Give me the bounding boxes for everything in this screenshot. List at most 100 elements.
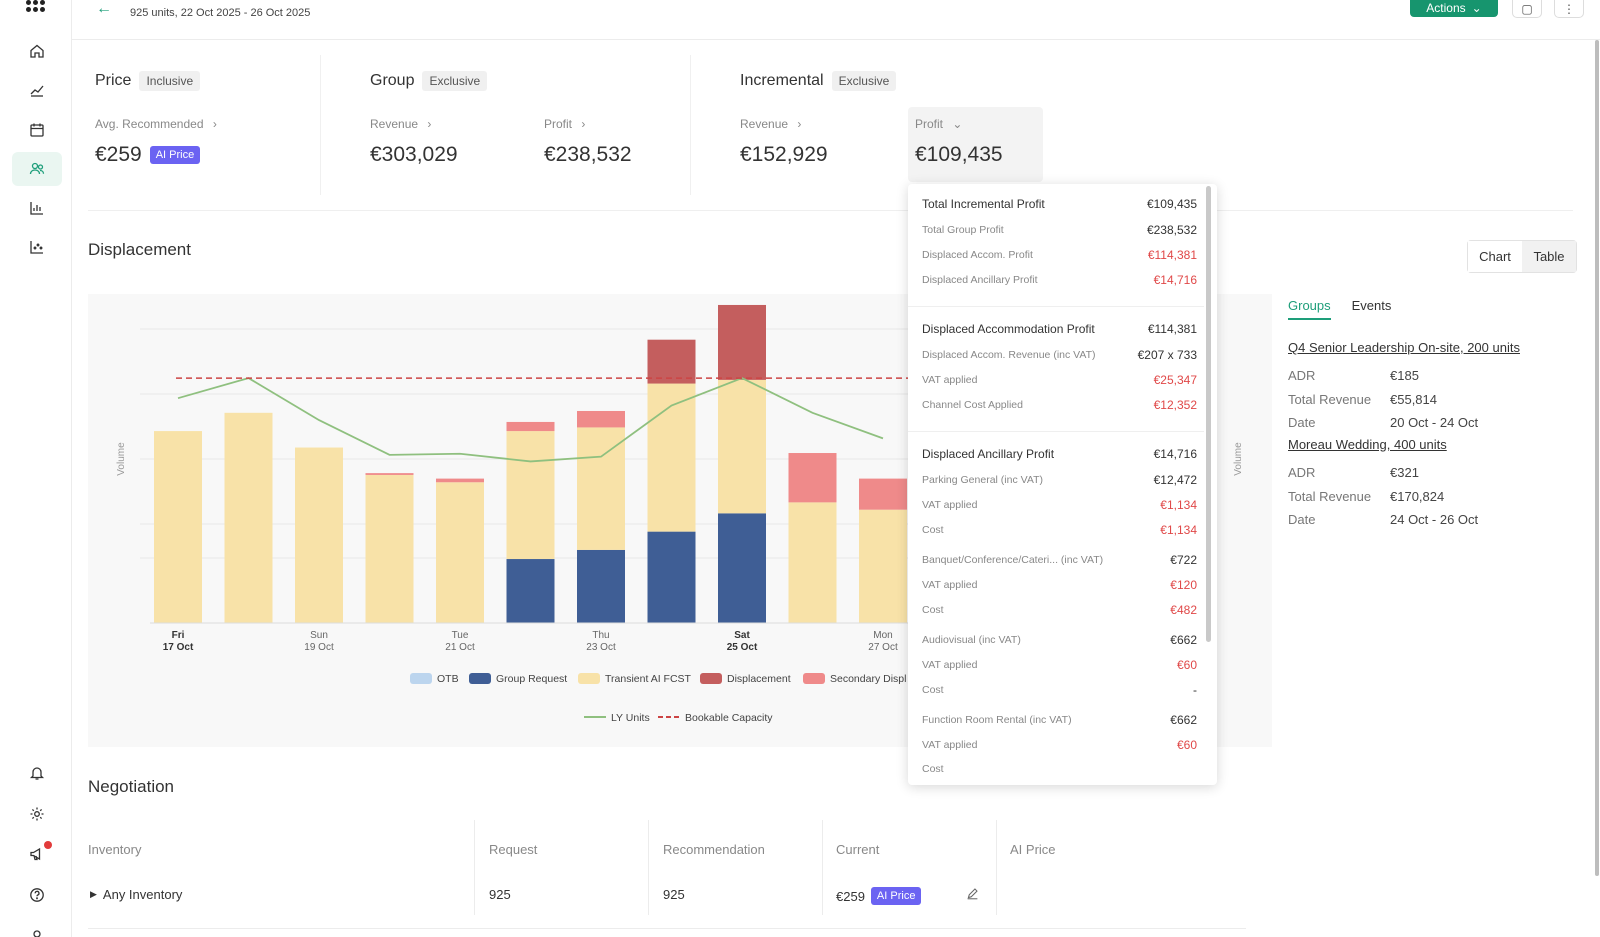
incremental-revenue-link[interactable]: Revenue ›: [740, 117, 801, 131]
incremental-title: Incremental Exclusive: [740, 71, 897, 91]
y-axis-label: Volume: [116, 442, 127, 476]
ai-price-badge: AI Price: [870, 887, 922, 905]
gear-icon[interactable]: [12, 797, 62, 831]
caret-right-icon[interactable]: ▶: [90, 889, 97, 899]
scatter-icon[interactable]: [12, 230, 62, 264]
popup-detail-row: VAT applied €120: [922, 578, 1197, 592]
user-icon[interactable]: [12, 920, 62, 937]
bar-secondary-displacement: [788, 453, 837, 503]
bar-secondary-displacement: [365, 473, 414, 475]
legend-label: LY Units: [611, 712, 650, 724]
chart-toggle[interactable]: Chart: [1468, 241, 1522, 272]
more-menu-icon[interactable]: ⋮: [1554, 0, 1584, 18]
group-title: Group Exclusive: [370, 71, 488, 91]
popup-detail-row: VAT applied €25,347: [922, 373, 1197, 387]
popup-row-label: Cost: [922, 763, 944, 775]
incremental-tag: Exclusive: [831, 71, 897, 91]
ai-price-header: AI Price: [1010, 842, 1056, 857]
popup-row-label: Displaced Accom. Revenue (inc VAT): [922, 349, 1096, 361]
inventory-cell[interactable]: ▶ Any Inventory: [90, 887, 182, 902]
column-divider: [648, 820, 649, 915]
group-tag: Exclusive: [422, 71, 488, 91]
current-value: €259: [836, 888, 865, 904]
bar-group-request: [718, 513, 766, 623]
bar-secondary-displacement: [506, 421, 555, 432]
table-bottom-border: [88, 928, 1246, 929]
bar-displacement: [718, 304, 766, 380]
popup-scrollbar[interactable]: [1206, 186, 1211, 642]
date-value: 24 Oct - 26 Oct: [1390, 512, 1479, 528]
group-name-link[interactable]: Moreau Wedding, 400 units: [1288, 437, 1447, 452]
sidebar: [0, 0, 72, 937]
bar-transient-ai-fcst: [647, 383, 696, 532]
group-card-q4: Q4 Senior Leadership On-site, 200 units …: [1288, 340, 1520, 435]
x-tick-day: Mon: [873, 630, 892, 641]
popup-detail-row: Cost €482: [922, 603, 1197, 617]
adr-value: €321: [1390, 465, 1419, 481]
edit-pencil-icon[interactable]: [966, 887, 979, 900]
group-adr-row: ADR €185: [1288, 364, 1520, 388]
bar-transient-ai-fcst: [154, 431, 202, 623]
bell-icon[interactable]: [12, 756, 62, 790]
comment-icon[interactable]: ▢: [1512, 0, 1542, 18]
x-tick-day: Sat: [734, 630, 750, 641]
popup-detail-row: Cost €1,134: [922, 523, 1197, 537]
group-card-moreau: Moreau Wedding, 400 units ADR €321 Total …: [1288, 437, 1478, 532]
popup-section-header: Total Incremental Profit €109,435: [922, 197, 1197, 211]
bar-group-request: [647, 531, 696, 623]
group-revenue-label: Revenue: [370, 117, 419, 131]
page-scrollbar[interactable]: [1595, 40, 1599, 876]
x-tick-day: Fri: [172, 630, 185, 641]
trend-icon[interactable]: [12, 73, 62, 107]
x-tick-date: 17 Oct: [163, 642, 194, 653]
chevron-right-icon: ›: [581, 117, 586, 131]
help-icon[interactable]: [12, 878, 62, 912]
popup-row-label: VAT applied: [922, 579, 978, 591]
popup-detail-row: Displaced Accom. Profit €114,381: [922, 248, 1197, 262]
tab-events[interactable]: Events: [1351, 298, 1392, 313]
home-icon[interactable]: [12, 34, 62, 68]
bar-secondary-displacement: [859, 478, 907, 510]
popup-row-value: €1,134: [1160, 498, 1197, 512]
bar-chart-icon[interactable]: [12, 191, 62, 225]
chevron-right-icon: ›: [797, 117, 802, 131]
tab-groups[interactable]: Groups: [1288, 298, 1331, 320]
avg-recommended-link[interactable]: Avg. Recommended ›: [95, 117, 217, 131]
group-revenue-row: Total Revenue €55,814: [1288, 388, 1520, 412]
popup-row-label: Banquet/Conference/Cateri... (inc VAT): [922, 554, 1104, 566]
popup-row-label: Audiovisual (inc VAT): [922, 634, 1021, 646]
popup-detail-row: Cost: [922, 763, 1197, 775]
column-divider: [474, 820, 475, 915]
price-tag: Inclusive: [139, 71, 201, 91]
app-logo[interactable]: [26, 0, 45, 12]
megaphone-icon[interactable]: [12, 837, 62, 871]
calendar-icon[interactable]: [12, 113, 62, 147]
request-value: 925: [489, 887, 511, 902]
back-arrow-icon[interactable]: ←: [96, 0, 112, 17]
popup-detail-row: Parking General (inc VAT) €12,472: [922, 473, 1197, 487]
group-name-link[interactable]: Q4 Senior Leadership On-site, 200 units: [1288, 340, 1520, 355]
incremental-profit-label: Profit: [915, 117, 944, 131]
popup-row-label: Cost: [922, 524, 944, 536]
popup-row-value: €60: [1176, 738, 1197, 752]
popup-section-header: Displaced Accommodation Profit €114,381: [922, 322, 1197, 336]
actions-button[interactable]: Actions ⌄: [1410, 0, 1498, 17]
popup-detail-row: VAT applied €1,134: [922, 498, 1197, 512]
bar-transient-ai-fcst: [436, 482, 484, 623]
bar-transient-ai-fcst: [224, 412, 273, 623]
bar-transient-ai-fcst: [295, 447, 343, 623]
incremental-profit-dropdown[interactable]: Profit ⌄: [915, 117, 962, 131]
groups-icon[interactable]: [12, 152, 62, 186]
profit-breakdown-popup: Total Incremental Profit €109,435 Total Gr…: [908, 184, 1217, 785]
group-profit-link[interactable]: Profit ›: [544, 117, 585, 131]
inventory-header: Inventory: [88, 842, 142, 857]
avg-recommended-label: Avg. Recommended: [95, 117, 204, 131]
x-tick-date: 27 Oct: [868, 642, 898, 653]
legend-label: OTB: [437, 673, 459, 685]
legend-label: Bookable Capacity: [685, 712, 773, 724]
popup-row-label: Function Room Rental (inc VAT): [922, 714, 1072, 726]
table-toggle[interactable]: Table: [1522, 241, 1576, 272]
group-revenue-link[interactable]: Revenue ›: [370, 117, 431, 131]
popup-detail-row: Total Group Profit €238,532: [922, 223, 1197, 237]
